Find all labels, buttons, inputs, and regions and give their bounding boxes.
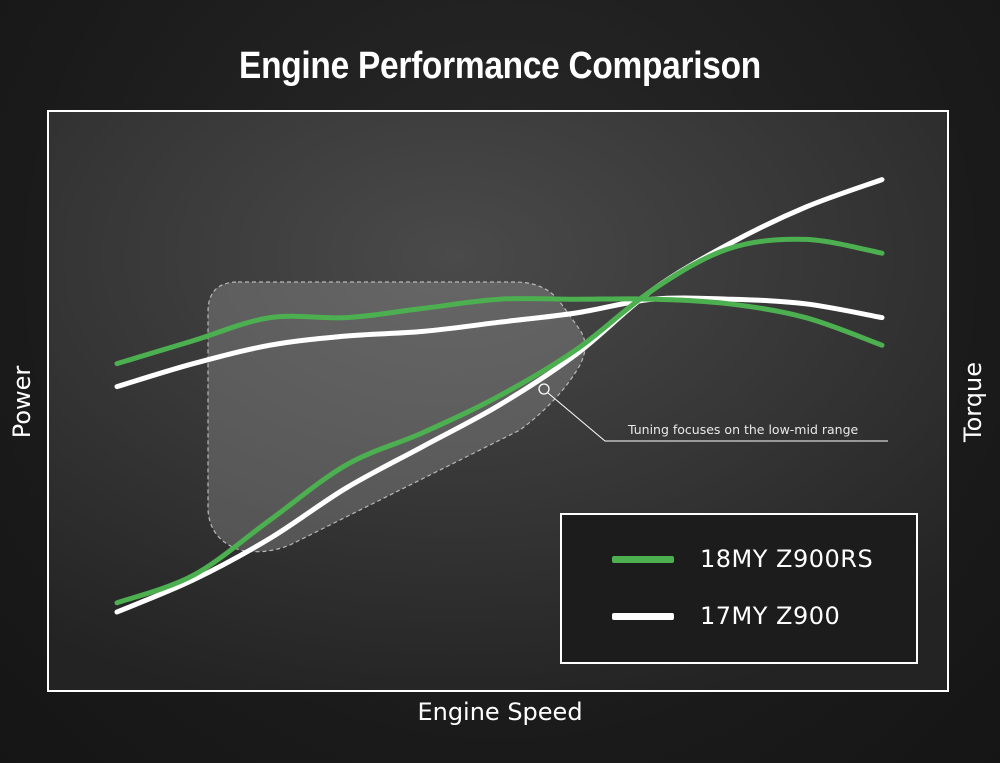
y-axis-label-torque: Torque bbox=[959, 362, 987, 442]
annotation-text: Tuning focuses on the low-mid range bbox=[628, 422, 859, 437]
annotation-marker bbox=[538, 383, 550, 395]
legend: 18MY Z900RS 17MY Z900 bbox=[560, 513, 918, 664]
annotation-leader bbox=[547, 392, 888, 442]
series-line-18my-z900rs-power bbox=[114, 236, 885, 606]
chart-title: Engine Performance Comparison bbox=[239, 45, 761, 87]
y-axis-label-power: Power bbox=[8, 365, 36, 439]
x-axis-label: Engine Speed bbox=[417, 698, 583, 726]
series-layer bbox=[114, 177, 885, 615]
legend-label-z900: 17MY Z900 bbox=[700, 602, 841, 630]
highlight-region bbox=[207, 281, 586, 553]
legend-swatch-z900 bbox=[612, 612, 674, 620]
series-line-17my-z900-torque bbox=[114, 295, 885, 390]
series-line-18my-z900rs-torque bbox=[114, 296, 885, 367]
legend-swatch-z900rs bbox=[612, 555, 674, 563]
legend-item-z900: 17MY Z900 bbox=[612, 602, 840, 630]
legend-label-z900rs: 18MY Z900RS bbox=[700, 545, 874, 573]
legend-item-z900rs: 18MY Z900RS bbox=[612, 545, 873, 573]
series-line-17my-z900-power bbox=[114, 177, 885, 615]
